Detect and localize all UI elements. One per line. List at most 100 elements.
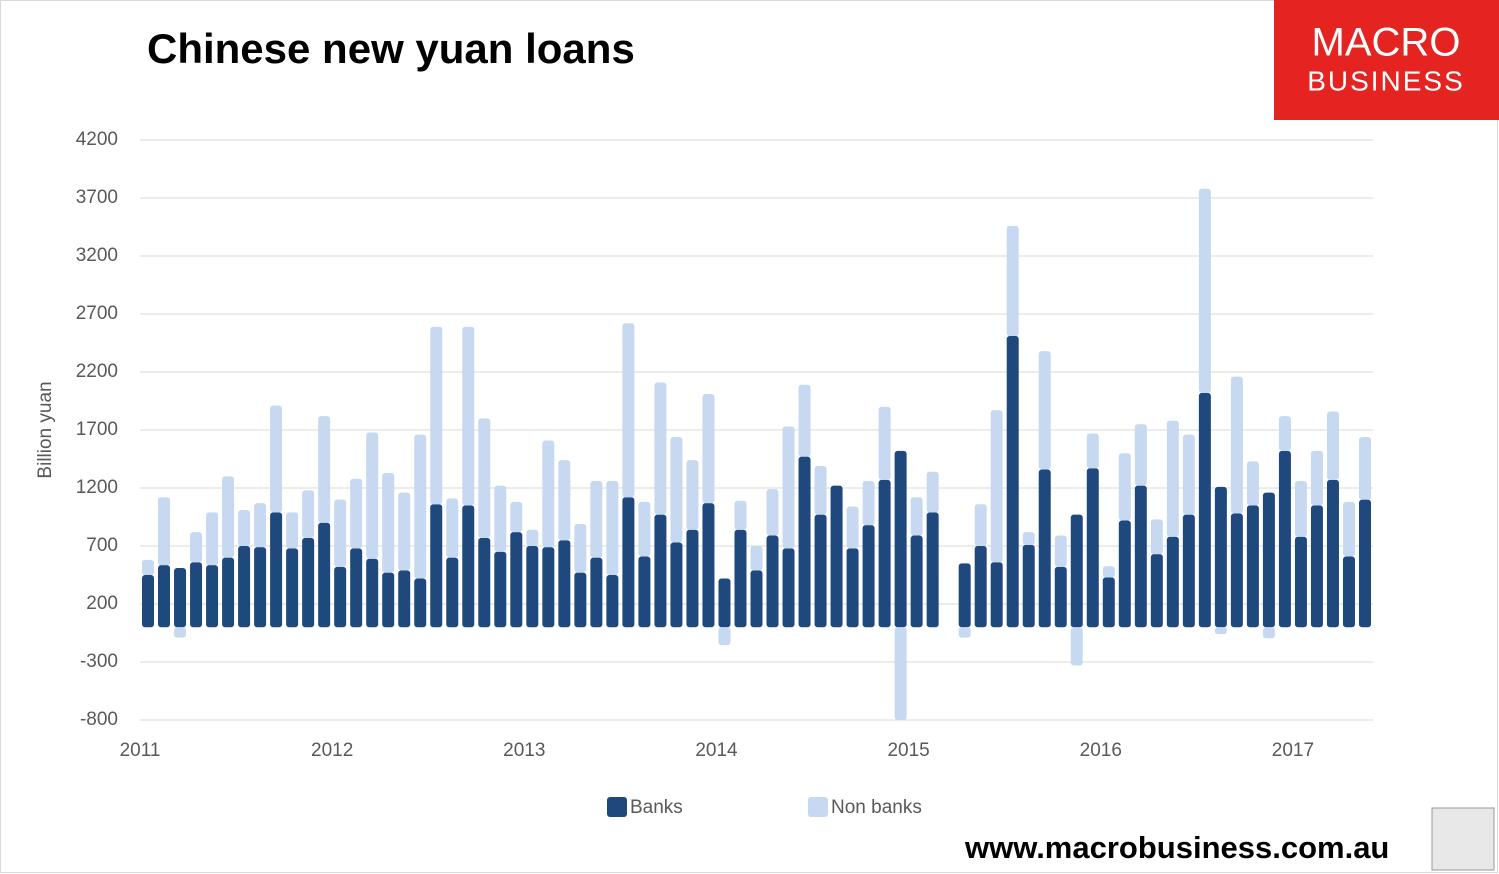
bar-segment [526, 546, 539, 628]
bar-segment [798, 384, 811, 457]
bar-segment [910, 497, 923, 536]
bar-segment [302, 490, 315, 538]
bar-segment [254, 547, 267, 628]
x-tick-label: 2012 [311, 740, 353, 761]
bar-segment [302, 537, 315, 628]
bar-segment [590, 557, 603, 628]
bar-segment [718, 578, 731, 628]
bar-segment [814, 465, 827, 515]
bar-segment [558, 540, 571, 628]
bar-segment [366, 558, 379, 628]
bar-segment [670, 542, 683, 628]
bar-segment [1054, 535, 1067, 567]
legend-label: Non banks [831, 797, 922, 818]
bar-segment [670, 436, 683, 543]
bar-segment [1342, 556, 1355, 628]
bar-segment [1230, 376, 1243, 514]
bar-segment [1278, 450, 1291, 628]
bar-segment [974, 504, 987, 546]
bar-segment [558, 460, 571, 541]
bar-segment [1342, 501, 1355, 557]
bar-segment [286, 512, 299, 549]
bar-segment [638, 556, 651, 628]
bar-segment [1198, 392, 1211, 628]
bar-segment [334, 566, 347, 628]
bar-segment [238, 546, 251, 628]
bar-segment [990, 562, 1003, 628]
bar-segment [702, 394, 715, 504]
bar-segment [1118, 520, 1131, 628]
bar-segment [1054, 566, 1067, 628]
bar-segment [702, 503, 715, 628]
bar-segment [1310, 450, 1323, 506]
bar-segment [958, 627, 971, 638]
bar-segment [926, 471, 939, 513]
bar-segment [750, 570, 763, 628]
bar-segment [350, 478, 363, 549]
bar-segment [1102, 577, 1115, 628]
bar-segment [350, 548, 363, 628]
bar-segment [190, 532, 203, 563]
bar-segment [1262, 627, 1275, 639]
bar-segment [1310, 505, 1323, 628]
bar-segment [1134, 424, 1147, 486]
bar-segment [1294, 536, 1307, 628]
bar-segment [638, 501, 651, 557]
bar-segment [206, 565, 219, 628]
legend-swatch [808, 797, 828, 817]
bar-segment [606, 481, 619, 575]
bar-segment [414, 578, 427, 628]
bar-segment [878, 479, 891, 628]
bar-segment [382, 572, 395, 628]
bar-segment [750, 546, 763, 571]
bar-segment [142, 575, 155, 628]
bar-segment [622, 323, 635, 498]
bar-segment [1166, 536, 1179, 628]
y-tick-label: 700 [86, 535, 118, 556]
bar-segment [1022, 532, 1035, 545]
bar-segment [1070, 514, 1083, 628]
bar-segment [526, 529, 539, 546]
bar-segment [590, 481, 603, 558]
bar-segment [430, 326, 443, 505]
bar-segment [270, 405, 283, 513]
bar-segment [606, 575, 619, 628]
y-tick-label: -800 [80, 709, 118, 730]
bar-segment [238, 510, 251, 546]
bar-segment [222, 557, 235, 628]
y-tick-label: 3700 [76, 187, 118, 208]
bar-segment [494, 551, 507, 628]
y-tick-label: -300 [80, 651, 118, 672]
bar-segment [1150, 519, 1163, 555]
bar-segment [222, 476, 235, 558]
x-tick-label: 2013 [503, 740, 545, 761]
bar-segment [846, 506, 859, 549]
bar-segment [1358, 499, 1371, 628]
bar-segment [574, 572, 587, 628]
bar-segment [446, 498, 459, 558]
bar-segment [478, 537, 491, 628]
bar-segment [894, 627, 907, 720]
bar-segment [190, 562, 203, 628]
bar-segment [686, 460, 699, 530]
bar-segment [414, 434, 427, 579]
bar-segment [462, 505, 475, 628]
legend-swatch [607, 797, 627, 817]
bar-segment [206, 512, 219, 566]
bar-segment [1294, 481, 1307, 537]
x-tick-label: 2011 [120, 740, 161, 761]
y-tick-label: 1700 [76, 419, 118, 440]
x-tick-label: 2015 [887, 740, 929, 761]
bar-segment [718, 627, 731, 646]
bar-segment [830, 485, 843, 628]
bar-segment [990, 410, 1003, 563]
bar-segment [254, 503, 267, 548]
bar-segment [174, 627, 187, 638]
bar-segment [1038, 469, 1051, 628]
bar-segment [862, 525, 875, 628]
bar-segment [1006, 336, 1019, 628]
y-tick-label: 200 [86, 593, 118, 614]
bar-segment [382, 472, 395, 573]
